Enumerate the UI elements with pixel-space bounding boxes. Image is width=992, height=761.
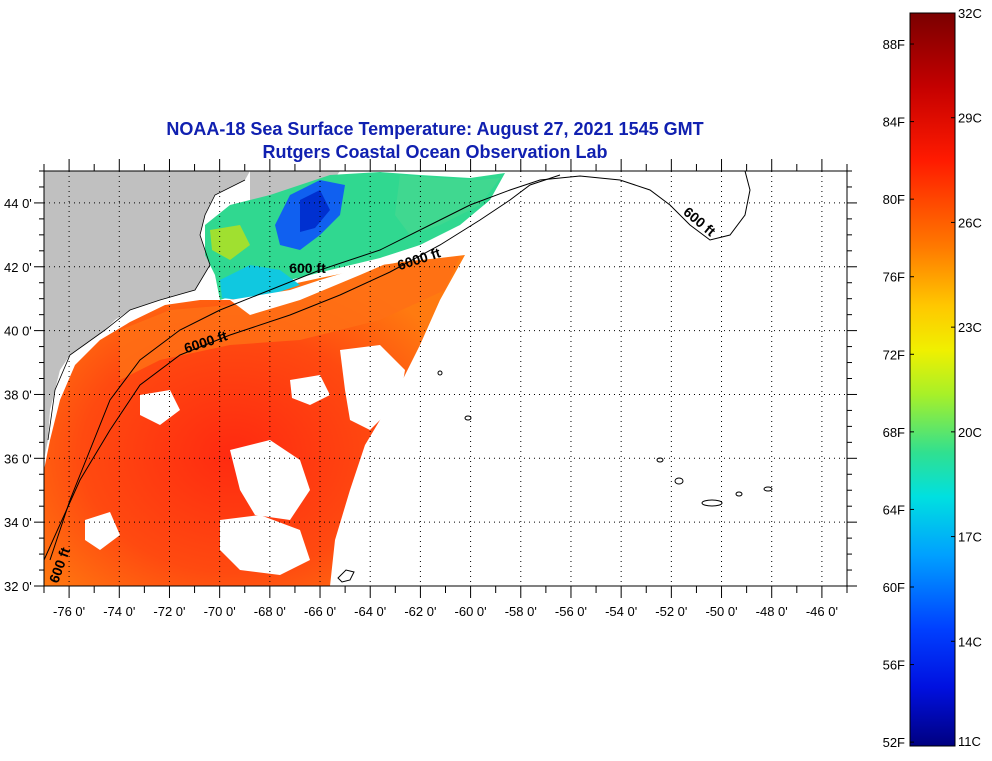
contour-label: 600 ft (289, 260, 326, 276)
cloud-patch-5 (140, 390, 180, 425)
lat-tick-label: 40 0' (4, 324, 32, 339)
lat-tick-label: 38 0' (4, 387, 32, 402)
colorbar-label-fahrenheit: 88F (883, 37, 905, 52)
colorbar-label-celsius: 29C (958, 111, 982, 126)
lon-tick-label: -74 0' (103, 604, 135, 619)
sst-green-ne (395, 175, 500, 235)
colorbar-label-fahrenheit: 76F (883, 270, 905, 285)
colorbar-label-fahrenheit: 68F (883, 425, 905, 440)
colorbar-label-fahrenheit: 72F (883, 347, 905, 362)
island-outline-6 (464, 415, 472, 421)
colorbar-label-celsius: 11C (958, 734, 981, 749)
colorbar-label-celsius: 14C (958, 634, 982, 649)
map-title: NOAA-18 Sea Surface Temperature: August … (0, 118, 870, 164)
cloud-patch-4 (220, 515, 310, 575)
colorbar-label-fahrenheit: 80F (883, 192, 905, 207)
lon-tick-label: -70 0' (204, 604, 236, 619)
island-outline-2 (674, 477, 684, 485)
colorbar-label-celsius: 23C (958, 320, 982, 335)
colorbar-label-fahrenheit: 52F (883, 735, 905, 750)
sst-swath-orange (120, 256, 460, 380)
graticule-grid (44, 171, 847, 586)
colorbar-label-celsius: 20C (958, 425, 982, 440)
island-outline-5 (656, 457, 664, 463)
lon-tick-label: -76 0' (53, 604, 85, 619)
island-outline-1 (701, 499, 723, 507)
colorbar-label-fahrenheit: 60F (883, 580, 905, 595)
colorbar-label-celsius: 26C (958, 215, 982, 230)
axis-ticks (34, 159, 857, 598)
lat-tick-label: 34 0' (4, 515, 32, 530)
colorbar-label-celsius: 17C (958, 530, 982, 545)
island-outline-7 (437, 370, 443, 376)
lon-tick-label: -58 0' (505, 604, 537, 619)
lon-tick-label: -52 0' (655, 604, 687, 619)
title-line-2: Rutgers Coastal Ocean Observation Lab (262, 142, 608, 162)
lat-tick-label: 44 0' (4, 196, 32, 211)
axis-tick-labels: -76 0' -74 0' -72 0' -70 0' -68 0' -66 0' -64 … (4, 196, 838, 619)
lon-tick-label: -48 0' (756, 604, 788, 619)
cloud-patch-7 (290, 375, 330, 405)
lat-tick-label: 32 0' (4, 579, 32, 594)
title-line-1: NOAA-18 Sea Surface Temperature: August … (166, 119, 704, 139)
lon-tick-label: -68 0' (254, 604, 286, 619)
lat-tick-label: 42 0' (4, 260, 32, 275)
lon-tick-label: -56 0' (555, 604, 587, 619)
lon-tick-label: -46 0' (806, 604, 838, 619)
contour-600ft (49, 171, 751, 561)
sst-cold-core-2 (300, 190, 330, 232)
lon-tick-label: -60 0' (455, 604, 487, 619)
colorbar (909, 12, 956, 747)
lon-tick-label: -66 0' (304, 604, 336, 619)
lon-tick-label: -50 0' (705, 604, 737, 619)
cloud-patch-2 (340, 345, 405, 430)
island-outline-4 (763, 486, 773, 492)
colorbar-label-fahrenheit: 64F (883, 502, 905, 517)
colorbar-labels: 32C 29C 26C 23C 20C 17C 14C 11C 88F 84F 80F 76F 72F 6… (883, 6, 982, 750)
coast-line (47, 179, 246, 441)
island-outline-3 (735, 491, 743, 497)
lon-tick-label: -54 0' (605, 604, 637, 619)
sst-cyan-patches (220, 265, 300, 300)
lon-tick-label: -72 0' (153, 604, 185, 619)
colorbar-label-fahrenheit: 56F (883, 658, 905, 673)
cloud-patch-6 (85, 512, 120, 550)
colorbar-label-celsius: 32C (958, 6, 982, 21)
contour-6000ft (44, 174, 561, 561)
lat-tick-label: 36 0' (4, 451, 32, 466)
cloud-patch-3 (230, 440, 310, 520)
bermuda-outline (337, 569, 355, 583)
lon-tick-label: -62 0' (404, 604, 436, 619)
land-mass (44, 171, 250, 460)
lon-tick-label: -64 0' (354, 604, 386, 619)
colorbar-label-fahrenheit: 84F (883, 115, 905, 130)
